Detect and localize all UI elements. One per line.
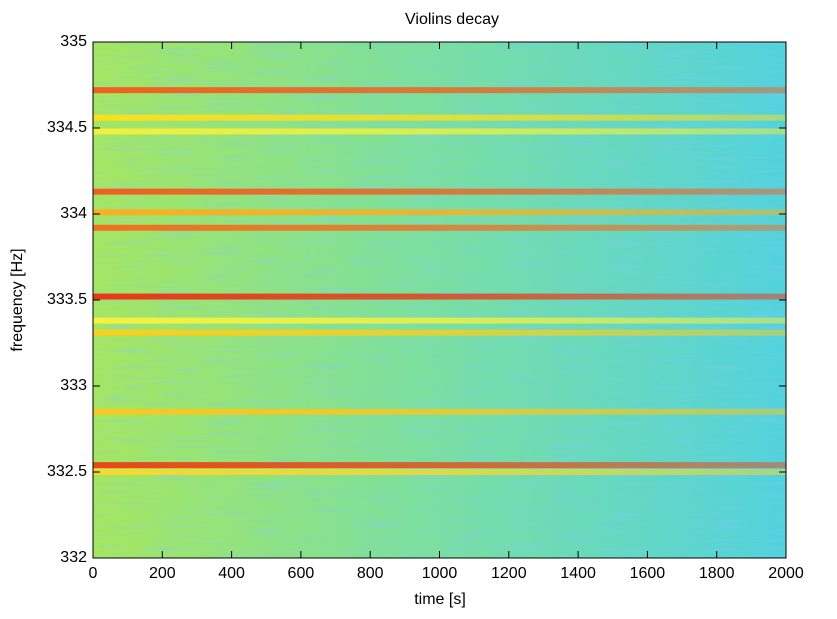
x-tick-label: 1600 xyxy=(630,565,666,582)
x-tick-label: 1800 xyxy=(699,565,735,582)
spectral-line xyxy=(93,114,786,121)
spectral-line xyxy=(93,408,786,415)
spectral-line xyxy=(93,188,786,195)
spectral-line xyxy=(93,469,786,475)
plot-area xyxy=(93,42,786,558)
spectral-line xyxy=(93,317,786,324)
y-tick-label: 334 xyxy=(60,205,87,222)
x-tick-label: 0 xyxy=(89,565,98,582)
spectral-line xyxy=(93,224,786,231)
spectral-line xyxy=(93,462,786,469)
chart-title: Violins decay xyxy=(405,11,499,28)
spectral-line xyxy=(93,293,786,300)
spectral-line xyxy=(93,209,786,216)
spectral-line xyxy=(93,329,786,336)
x-tick-label: 200 xyxy=(149,565,176,582)
x-axis-label: time [s] xyxy=(414,591,466,608)
x-tick-label: 1000 xyxy=(422,565,458,582)
spectral-line xyxy=(93,128,786,135)
y-tick-label: 335 xyxy=(60,33,87,50)
x-tick-label: 400 xyxy=(218,565,245,582)
x-tick-label: 800 xyxy=(357,565,384,582)
y-tick-label: 333 xyxy=(60,377,87,394)
y-tick-label: 333.5 xyxy=(47,291,87,308)
y-tick-label: 332.5 xyxy=(47,463,87,480)
x-tick-label: 600 xyxy=(288,565,315,582)
x-tick-label: 1200 xyxy=(491,565,527,582)
y-axis-label: frequency [Hz] xyxy=(9,248,26,351)
x-tick-label: 1400 xyxy=(560,565,596,582)
spectral-line xyxy=(93,87,786,94)
x-tick-label: 2000 xyxy=(768,565,804,582)
y-tick-label: 334.5 xyxy=(47,119,87,136)
y-tick-label: 332 xyxy=(60,549,87,566)
